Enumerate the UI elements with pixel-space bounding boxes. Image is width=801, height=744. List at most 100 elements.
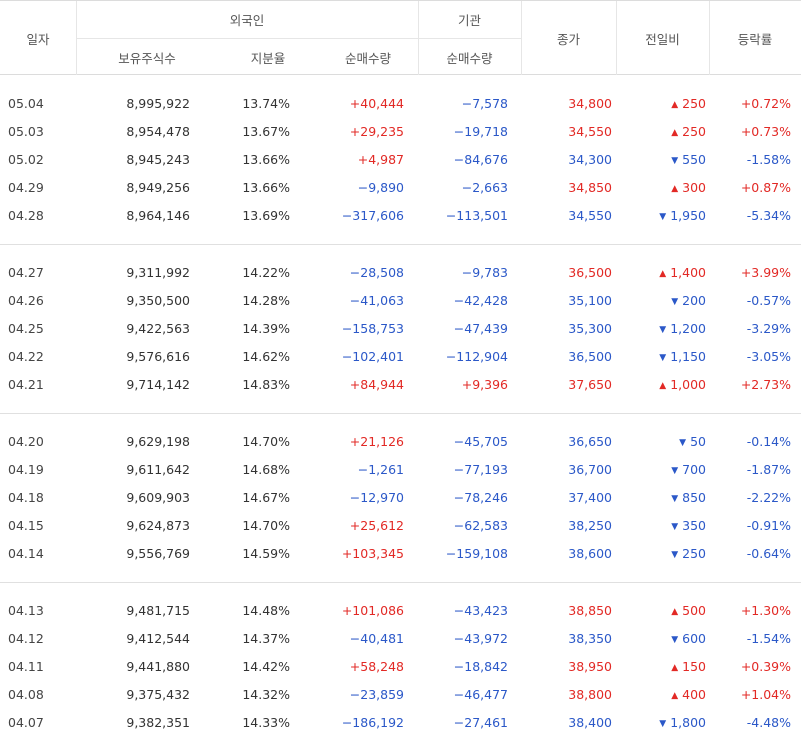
date-cell: 04.14 <box>8 546 44 561</box>
table-row: 04.18 9,609,903 14.67% −12,970 −78,246 37,400… <box>0 484 801 512</box>
change-value: 50 <box>690 434 706 449</box>
down-triangle-icon: ▼ <box>659 719 667 729</box>
change-cell: ▼ 700 <box>671 456 706 484</box>
change-cell: ▼ 1,200 <box>659 315 706 343</box>
change-value: 150 <box>682 659 706 674</box>
down-triangle-icon: ▼ <box>679 438 687 448</box>
rate-cell: -1.87% <box>746 462 791 477</box>
change-cell: ▲ 300 <box>671 174 706 202</box>
close-cell: 36,500 <box>568 265 612 280</box>
table-row: 05.04 8,995,922 13.74% +40,444 −7,578 34,800 ▲… <box>0 90 801 118</box>
inst-net-cell: −62,583 <box>453 518 508 533</box>
holdings-cell: 9,350,500 <box>126 293 190 308</box>
date-cell: 04.15 <box>8 518 44 533</box>
date-cell: 04.18 <box>8 490 44 505</box>
close-cell: 35,100 <box>568 293 612 308</box>
inst-net-cell: −19,718 <box>453 124 508 139</box>
table-row: 04.26 9,350,500 14.28% −41,063 −42,428 35,100… <box>0 287 801 315</box>
table-row: 04.19 9,611,642 14.68% −1,261 −77,193 36,700 ▼… <box>0 456 801 484</box>
ratio-cell: 14.39% <box>242 321 290 336</box>
change-cell: ▼ 1,950 <box>659 202 706 230</box>
change-value: 1,150 <box>670 349 706 364</box>
down-triangle-icon: ▼ <box>671 156 679 166</box>
rate-cell: +0.72% <box>740 96 791 111</box>
change-cell: ▲ 250 <box>671 90 706 118</box>
inst-net-cell: −159,108 <box>445 546 508 561</box>
change-value: 300 <box>682 180 706 195</box>
inst-net-cell: +9,396 <box>461 377 508 392</box>
rate-cell: +0.87% <box>740 180 791 195</box>
ratio-cell: 14.42% <box>242 659 290 674</box>
rate-cell: -0.91% <box>746 518 791 533</box>
holdings-cell: 8,964,146 <box>126 208 190 223</box>
ratio-cell: 13.74% <box>242 96 290 111</box>
holdings-cell: 8,995,922 <box>126 96 190 111</box>
close-cell: 38,950 <box>568 659 612 674</box>
header-foreign: 외국인 <box>229 13 265 28</box>
change-value: 250 <box>682 124 706 139</box>
ratio-cell: 14.33% <box>242 715 290 730</box>
close-cell: 38,400 <box>568 715 612 730</box>
change-value: 1,800 <box>670 715 706 730</box>
group-divider <box>0 244 801 245</box>
inst-net-cell: −112,904 <box>445 349 508 364</box>
holdings-cell: 9,609,903 <box>126 490 190 505</box>
table-row: 04.11 9,441,880 14.42% +58,248 −18,842 38,950… <box>0 653 801 681</box>
change-cell: ▲ 1,400 <box>659 259 706 287</box>
table-row: 05.02 8,945,243 13.66% +4,987 −84,676 34,300 ▼… <box>0 146 801 174</box>
holdings-cell: 9,624,873 <box>126 518 190 533</box>
down-triangle-icon: ▼ <box>671 522 679 532</box>
ratio-cell: 14.59% <box>242 546 290 561</box>
rate-cell: +2.73% <box>740 377 791 392</box>
up-triangle-icon: ▲ <box>659 381 667 391</box>
rate-cell: -5.34% <box>746 208 791 223</box>
inst-net-cell: −78,246 <box>453 490 508 505</box>
up-triangle-icon: ▲ <box>671 607 679 617</box>
change-cell: ▲ 500 <box>671 597 706 625</box>
close-cell: 36,700 <box>568 462 612 477</box>
change-value: 1,200 <box>670 321 706 336</box>
ratio-cell: 13.67% <box>242 124 290 139</box>
close-cell: 35,300 <box>568 321 612 336</box>
change-value: 1,400 <box>670 265 706 280</box>
down-triangle-icon: ▼ <box>659 353 667 363</box>
foreign-net-cell: +4,987 <box>357 152 404 167</box>
date-cell: 04.21 <box>8 377 44 392</box>
holdings-cell: 9,714,142 <box>126 377 190 392</box>
ratio-cell: 14.83% <box>242 377 290 392</box>
close-cell: 38,250 <box>568 518 612 533</box>
ratio-cell: 13.66% <box>242 152 290 167</box>
rate-cell: -0.64% <box>746 546 791 561</box>
inst-net-cell: −27,461 <box>453 715 508 730</box>
down-triangle-icon: ▼ <box>671 550 679 560</box>
header-rate: 등락률 <box>737 31 773 47</box>
change-value: 250 <box>682 546 706 561</box>
up-triangle-icon: ▲ <box>671 100 679 110</box>
date-cell: 04.29 <box>8 180 44 195</box>
close-cell: 36,500 <box>568 349 612 364</box>
down-triangle-icon: ▼ <box>671 297 679 307</box>
holdings-cell: 9,481,715 <box>126 603 190 618</box>
ratio-cell: 14.22% <box>242 265 290 280</box>
ratio-cell: 14.67% <box>242 490 290 505</box>
rate-cell: -1.58% <box>746 152 791 167</box>
date-cell: 05.02 <box>8 152 44 167</box>
change-value: 500 <box>682 603 706 618</box>
table-row: 04.20 9,629,198 14.70% +21,126 −45,705 36,650… <box>0 428 801 456</box>
foreign-net-cell: −102,401 <box>341 349 404 364</box>
change-cell: ▲ 1,000 <box>659 371 706 399</box>
ratio-cell: 14.28% <box>242 293 290 308</box>
table-row: 04.15 9,624,873 14.70% +25,612 −62,583 38,250… <box>0 512 801 540</box>
foreign-net-cell: −28,508 <box>349 265 404 280</box>
foreign-net-cell: −1,261 <box>357 462 404 477</box>
close-cell: 38,800 <box>568 687 612 702</box>
inst-net-cell: −84,676 <box>453 152 508 167</box>
ratio-cell: 14.37% <box>242 631 290 646</box>
table-row: 04.27 9,311,992 14.22% −28,508 −9,783 36,500 ▲… <box>0 259 801 287</box>
date-cell: 04.07 <box>8 715 44 730</box>
close-cell: 34,550 <box>568 208 612 223</box>
rate-cell: -1.54% <box>746 631 791 646</box>
date-cell: 04.20 <box>8 434 44 449</box>
date-cell: 04.08 <box>8 687 44 702</box>
change-value: 1,950 <box>670 208 706 223</box>
